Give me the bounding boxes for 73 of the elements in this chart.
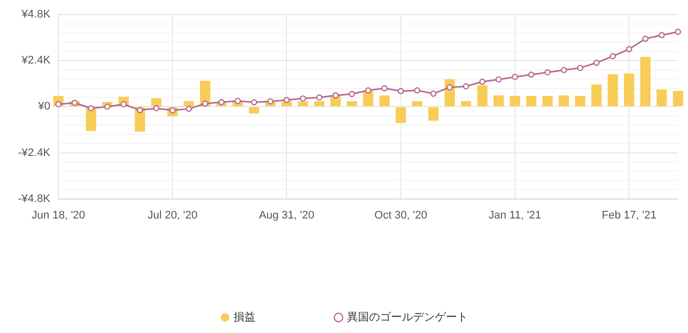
point <box>250 99 258 106</box>
point <box>186 106 192 112</box>
bar <box>510 96 520 106</box>
y-tick-label: -¥4.8K <box>18 192 52 205</box>
point <box>479 78 486 85</box>
point <box>218 98 225 106</box>
bar <box>591 84 602 106</box>
bar <box>460 101 472 106</box>
point <box>267 98 274 104</box>
bar <box>363 90 374 106</box>
point <box>153 105 160 112</box>
bar <box>477 85 488 106</box>
point <box>496 76 502 83</box>
point <box>528 72 534 78</box>
point <box>462 83 470 90</box>
x-tick-label: Feb 17, '21 <box>602 209 656 222</box>
point <box>560 66 567 74</box>
point <box>674 28 682 35</box>
bar <box>379 95 390 106</box>
y-tick-label: ¥2.4K <box>20 54 52 67</box>
point <box>593 60 600 66</box>
point <box>577 64 584 72</box>
point <box>544 69 551 76</box>
bar <box>248 107 260 114</box>
point <box>202 100 208 107</box>
x-tick-label: Jun 18, '20 <box>32 209 86 222</box>
x-tick-label: Jan 11, '21 <box>488 209 542 222</box>
point <box>284 96 290 104</box>
point <box>610 53 616 60</box>
bar <box>608 74 618 106</box>
y-tick-label: -¥2.4K <box>18 146 52 159</box>
point <box>234 98 241 104</box>
point <box>381 85 388 92</box>
point <box>642 36 648 42</box>
point <box>348 90 355 98</box>
bar <box>314 101 324 106</box>
bar <box>624 74 634 106</box>
point <box>658 32 665 38</box>
point <box>332 92 339 98</box>
bar <box>558 95 569 106</box>
bar <box>396 107 406 124</box>
bar <box>526 96 536 106</box>
bar <box>640 56 651 106</box>
bar <box>346 101 358 106</box>
point <box>398 88 404 94</box>
y-tick-label: ¥0 <box>37 100 50 113</box>
bar <box>575 96 586 106</box>
bar <box>494 95 504 106</box>
point <box>512 74 518 80</box>
bar <box>184 101 194 106</box>
y-tick-label: ¥4.8K <box>20 8 52 21</box>
x-tick-label: Oct 30, '20 <box>374 209 428 222</box>
bar <box>656 89 667 106</box>
bar <box>151 98 162 106</box>
point <box>104 104 110 110</box>
legend-label: 異国のゴールデンゲート <box>347 310 468 324</box>
x-tick-label: Jul 20, '20 <box>148 209 198 222</box>
bar <box>542 96 553 106</box>
point <box>365 87 372 94</box>
bar <box>298 101 308 106</box>
point <box>414 87 420 94</box>
point <box>88 105 94 112</box>
bar <box>412 101 422 106</box>
point <box>430 90 437 97</box>
x-tick-label: Aug 31, '20 <box>259 209 314 222</box>
point <box>316 94 322 101</box>
point <box>446 84 453 90</box>
point <box>626 46 632 52</box>
point <box>300 95 306 102</box>
bar <box>672 90 684 106</box>
point <box>136 107 144 114</box>
bar <box>428 107 439 121</box>
legend-label: 損益 <box>234 310 256 324</box>
